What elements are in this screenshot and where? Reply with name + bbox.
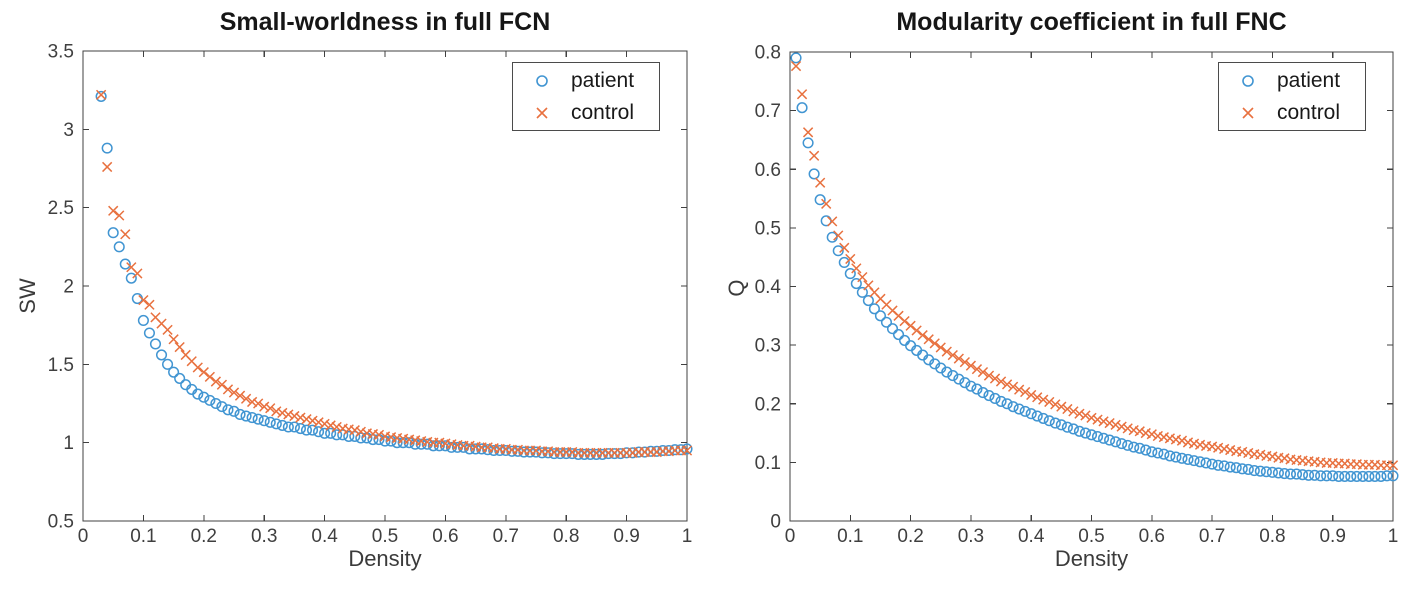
- svg-text:0.6: 0.6: [755, 160, 781, 181]
- series-patient: [790, 52, 1399, 482]
- svg-text:0.5: 0.5: [48, 512, 74, 533]
- svg-text:0: 0: [770, 512, 781, 533]
- control-marker-icon: [513, 104, 571, 122]
- svg-text:0.3: 0.3: [251, 526, 277, 547]
- svg-text:0.8: 0.8: [553, 526, 579, 547]
- svg-text:0.3: 0.3: [958, 526, 984, 547]
- svg-text:0.5: 0.5: [372, 526, 398, 547]
- svg-text:1: 1: [682, 526, 693, 547]
- svg-text:0.1: 0.1: [837, 526, 863, 547]
- svg-text:0.1: 0.1: [755, 453, 781, 474]
- left-chart-ylabel: SW: [15, 278, 40, 314]
- right-chart-title: Modularity coefficient in full FNC: [896, 8, 1287, 36]
- axis-ticks: [82, 50, 688, 522]
- svg-text:0.8: 0.8: [1259, 526, 1285, 547]
- chart-1: 0 0.1 0.2 0.3 0.4 0.5 0.6 0.7 0.8 0.9 1 0 0.1 0.2 0.3 0…: [755, 43, 1399, 548]
- legend-item-patient: patient: [513, 65, 659, 97]
- left-chart-title: Small-worldness in full FCN: [219, 8, 551, 36]
- svg-text:0.3: 0.3: [755, 336, 781, 357]
- legend-item-control: control: [1219, 97, 1365, 129]
- right-chart-ylabel: Q: [724, 279, 749, 297]
- chart-0: 0 0.1 0.2 0.3 0.4 0.5 0.6 0.7 0.8 0.9 1 0.5 1 1.5 2 2.5…: [48, 42, 693, 548]
- svg-text:1: 1: [1388, 526, 1399, 547]
- tick-labels: 0 0.1 0.2 0.3 0.4 0.5 0.6 0.7 0.8 0.9 1 0 0.1 0.2 0.3 0…: [755, 43, 1399, 548]
- legend-label-patient: patient: [571, 68, 635, 92]
- axis-ticks: [789, 51, 1394, 522]
- svg-text:3: 3: [63, 120, 74, 141]
- control-marker-icon: [1219, 104, 1277, 122]
- svg-text:0.7: 0.7: [1199, 526, 1225, 547]
- svg-text:0.2: 0.2: [191, 526, 217, 547]
- tick-labels: 0 0.1 0.2 0.3 0.4 0.5 0.6 0.7 0.8 0.9 1 0.5 1 1.5 2 2.5…: [48, 42, 693, 548]
- svg-text:0: 0: [785, 526, 796, 547]
- svg-text:0.1: 0.1: [130, 526, 156, 547]
- svg-text:0.4: 0.4: [311, 526, 338, 547]
- svg-text:0: 0: [78, 526, 89, 547]
- svg-text:2: 2: [63, 277, 74, 298]
- svg-text:0.2: 0.2: [897, 526, 923, 547]
- svg-text:0.6: 0.6: [432, 526, 458, 547]
- legend-label-control: control: [571, 100, 635, 124]
- right-chart-xlabel: Density: [1054, 546, 1129, 571]
- legend-item-control: control: [513, 97, 659, 129]
- svg-text:2.5: 2.5: [48, 198, 74, 219]
- series-control: [790, 60, 1399, 471]
- svg-text:0.7: 0.7: [493, 526, 519, 547]
- svg-text:0.6: 0.6: [1139, 526, 1165, 547]
- left-chart-xlabel: Density: [348, 546, 422, 571]
- svg-text:3.5: 3.5: [48, 42, 74, 63]
- svg-text:1: 1: [63, 433, 74, 454]
- legend-item-patient: patient: [1219, 65, 1365, 97]
- legend-label-control: control: [1277, 100, 1341, 124]
- right-chart-legend: patient control: [1218, 62, 1366, 131]
- svg-text:1.5: 1.5: [48, 355, 74, 376]
- svg-text:0.4: 0.4: [1018, 526, 1045, 547]
- patient-marker-icon: [1219, 72, 1277, 90]
- legend-label-patient: patient: [1277, 68, 1341, 92]
- svg-text:0.5: 0.5: [755, 218, 781, 239]
- svg-text:0.5: 0.5: [1078, 526, 1104, 547]
- svg-text:0.4: 0.4: [755, 277, 782, 298]
- svg-text:0.9: 0.9: [613, 526, 639, 547]
- svg-text:0.8: 0.8: [755, 43, 781, 64]
- svg-text:0.7: 0.7: [755, 101, 781, 122]
- series-patient: [95, 90, 693, 460]
- series-control: [95, 89, 693, 458]
- svg-text:0.2: 0.2: [755, 394, 781, 415]
- patient-marker-icon: [513, 72, 571, 90]
- svg-text:0.9: 0.9: [1319, 526, 1345, 547]
- left-chart-legend: patient control: [512, 62, 660, 131]
